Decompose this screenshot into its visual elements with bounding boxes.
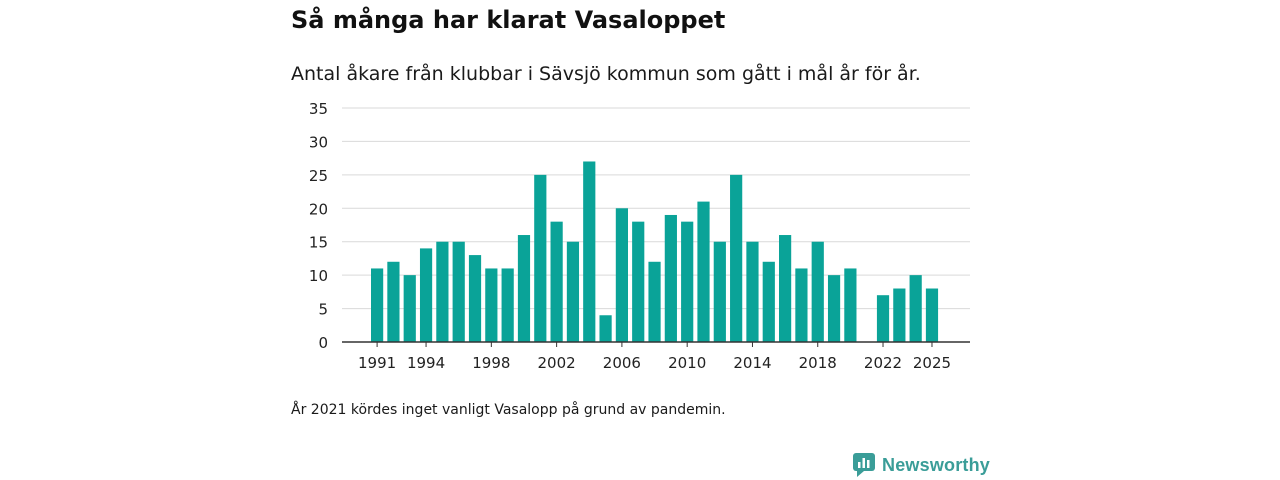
bar-1996: 1996: 15 [452,241,465,342]
footnote: År 2021 kördes inget vanligt Vasalopp på… [291,402,726,418]
bar-2013: 2013: 25 [730,174,743,342]
bar-2009: 2009: 19 [664,214,677,342]
y-axis-labels: 0 5 10 15 20 25 30 35 [309,100,328,352]
y-tick-label: 35 [309,100,328,118]
bar-2010: 2010: 18 [681,221,694,342]
bar-1998: 1998: 11 [485,268,498,342]
bar-2016: 2016: 16 [779,235,792,342]
x-tick-label: 2002 [538,354,576,372]
bar-2018: 2018: 15 [811,241,824,342]
x-tick-label: 2018 [799,354,837,372]
bar-2019: 2019: 10 [827,275,841,342]
bar-2000: 2000: 16 [517,235,531,342]
x-tick-label: 1998 [472,354,510,372]
bar-2023: 2023: 8 [893,288,906,342]
bar-1991: 1991: 11 [371,268,384,342]
y-tick-label: 25 [309,167,328,185]
x-tick-label: 2022 [864,354,902,372]
bar-1999: 1999: 11 [501,268,514,342]
bar-2002: 2002: 18 [550,221,563,342]
chart-title: Så många har klarat Vasaloppet [291,6,726,34]
bar-2012: 2012: 15 [713,241,726,342]
x-tick-label: 2025 [913,354,951,372]
x-tick-label: 2006 [603,354,641,372]
bar-1992: 1992: 12 [387,261,400,342]
y-tick-label: 20 [309,200,328,218]
newsworthy-logo-icon [853,453,875,477]
y-tick-label: 10 [309,267,328,285]
bar-2005: 2005: 4 [599,315,612,342]
bar-2007: 2007: 18 [632,221,645,342]
x-axis-labels: 1991 1994 1998 2002 2006 2010 2014 2018 2022 2025 [358,342,951,372]
x-tick-label: 2010 [668,354,706,372]
x-tick-label: 1994 [407,354,445,372]
bar-2022: 2022: 7 [876,295,890,342]
brand-logo: Newsworthy [852,452,990,478]
y-tick-label: 0 [318,334,328,352]
bar-2014: 2014: 15 [746,241,759,342]
x-tick-label: 2014 [733,354,771,372]
brand-name: Newsworthy [882,454,991,475]
bar-2003: 2003: 15 [566,241,580,342]
y-tick-label: 15 [309,234,328,252]
bar-2011: 2011: 21 [697,201,710,342]
bar-1993: 1993: 10 [403,275,416,342]
chart-subtitle: Antal åkare från klubbar i Sävsjö kommun… [291,63,921,85]
bar-2008: 2008: 12 [648,261,661,342]
bar-2025: 2025: 8 [925,288,939,342]
bar-2001: 2001: 25 [534,174,547,342]
bars: 1991: 111992: 121993: 101994: 141995: 15… [371,161,939,342]
bar-1997: 1997: 13 [468,255,482,342]
bar-2006: 2006: 20 [615,208,628,342]
bar-2024: 2024: 10 [909,275,922,342]
bar-2015: 2015: 12 [762,261,775,342]
bar-2017: 2017: 11 [795,268,808,342]
bar-2004: 2004: 27 [583,161,596,342]
bar-1994: 1994: 14 [419,248,433,342]
bar-1995: 1995: 15 [436,241,449,342]
bar-2020: 2020: 11 [844,268,857,342]
y-tick-label: 5 [318,301,328,319]
x-tick-label: 1991 [358,354,396,372]
y-tick-label: 30 [309,133,328,151]
